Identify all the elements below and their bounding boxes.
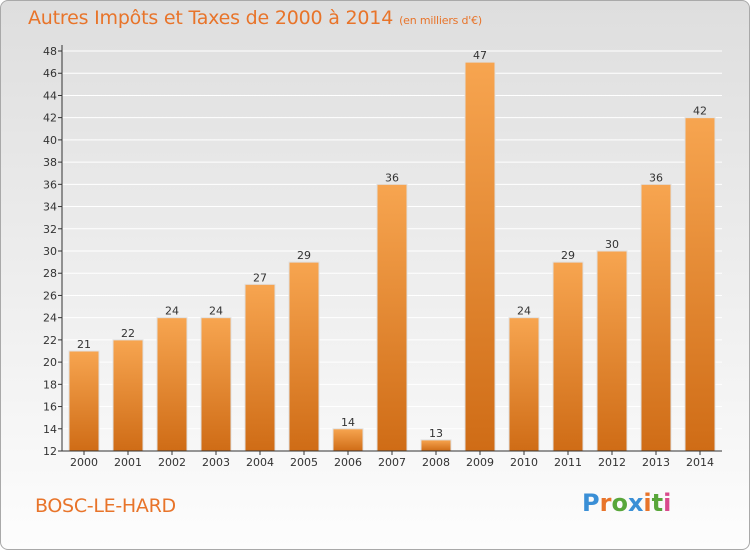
bar-2010 bbox=[508, 317, 540, 452]
labels: 12 14 16 18 20 22 24 26 28 30 32 34 36 38 40 42 44 46 48 20… bbox=[43, 45, 714, 469]
bars bbox=[68, 61, 716, 452]
logo-letter: P bbox=[582, 489, 600, 517]
chart-title: Autres Impôts et Taxes de 2000 à 2014 (en… bbox=[28, 7, 482, 29]
x-tick-label: 2013 bbox=[642, 456, 670, 469]
x-tick-label: 2007 bbox=[378, 456, 406, 469]
data-label: 24 bbox=[517, 305, 531, 318]
y-tick-label: 48 bbox=[43, 45, 57, 58]
proxiti-logo[interactable]: Proxiti bbox=[582, 489, 671, 517]
y-tick-label: 12 bbox=[43, 445, 57, 458]
bar-2014 bbox=[684, 117, 716, 452]
x-tick-label: 2008 bbox=[422, 456, 450, 469]
x-tick-label: 2009 bbox=[466, 456, 494, 469]
bar-2009 bbox=[464, 61, 496, 452]
x-tick-label: 2005 bbox=[290, 456, 318, 469]
y-tick-label: 32 bbox=[43, 223, 57, 236]
x-tick-label: 2014 bbox=[686, 456, 714, 469]
logo-letter: o bbox=[611, 489, 628, 517]
data-label: 30 bbox=[605, 238, 619, 251]
y-tick-label: 34 bbox=[43, 201, 57, 214]
y-tick-label: 18 bbox=[43, 378, 57, 391]
x-tick-label: 2000 bbox=[70, 456, 98, 469]
bar-2001 bbox=[112, 339, 144, 452]
logo-letter: i bbox=[643, 489, 652, 517]
y-tick-label: 26 bbox=[43, 289, 57, 302]
y-tick-label: 22 bbox=[43, 334, 57, 347]
y-tick-label: 24 bbox=[43, 312, 57, 325]
y-tick-label: 46 bbox=[43, 67, 57, 80]
bar-2013 bbox=[640, 183, 672, 452]
x-tick-label: 2002 bbox=[158, 456, 186, 469]
x-tick-label: 2001 bbox=[114, 456, 142, 469]
y-tick-label: 16 bbox=[43, 401, 57, 414]
data-label: 29 bbox=[561, 249, 575, 262]
data-label: 13 bbox=[429, 427, 443, 440]
data-label: 29 bbox=[297, 249, 311, 262]
y-tick-label: 40 bbox=[43, 134, 57, 147]
bar-2007 bbox=[376, 183, 408, 452]
bar-2003 bbox=[200, 317, 232, 452]
logo-letter: i bbox=[663, 489, 672, 517]
x-tick-label: 2012 bbox=[598, 456, 626, 469]
bar-2006 bbox=[332, 428, 364, 452]
bar-2008 bbox=[420, 439, 452, 452]
data-label: 36 bbox=[385, 171, 399, 184]
x-tick-label: 2006 bbox=[334, 456, 362, 469]
bar-2002 bbox=[156, 317, 188, 452]
data-label: 36 bbox=[649, 171, 663, 184]
data-label: 24 bbox=[209, 305, 223, 318]
bar-2012 bbox=[596, 250, 628, 452]
x-tick-label: 2011 bbox=[554, 456, 582, 469]
y-tick-label: 44 bbox=[43, 89, 57, 102]
y-tick-label: 14 bbox=[43, 423, 57, 436]
data-label: 47 bbox=[473, 49, 487, 62]
data-label: 24 bbox=[165, 305, 179, 318]
logo-letter: t bbox=[651, 489, 664, 517]
logo-letter: r bbox=[599, 489, 612, 517]
data-label: 27 bbox=[253, 271, 267, 284]
x-tick-label: 2010 bbox=[510, 456, 538, 469]
data-label: 22 bbox=[121, 327, 135, 340]
chart-unit: (en milliers d'€) bbox=[399, 14, 482, 27]
x-tick-label: 2004 bbox=[246, 456, 274, 469]
bar-2000 bbox=[68, 350, 100, 452]
x-tick-label: 2003 bbox=[202, 456, 230, 469]
data-label: 42 bbox=[693, 105, 707, 118]
logo-letter: x bbox=[627, 489, 644, 517]
bar-2004 bbox=[244, 283, 276, 452]
bar-2005 bbox=[288, 261, 320, 452]
place-name: BOSC-LE-HARD bbox=[35, 495, 176, 517]
y-tick-label: 28 bbox=[43, 267, 57, 280]
bar-2011 bbox=[552, 261, 584, 452]
y-tick-label: 38 bbox=[43, 156, 57, 169]
data-label: 14 bbox=[341, 416, 355, 429]
y-tick-label: 20 bbox=[43, 356, 57, 369]
y-tick-label: 30 bbox=[43, 245, 57, 258]
y-tick-label: 42 bbox=[43, 112, 57, 125]
y-tick-label: 36 bbox=[43, 178, 57, 191]
data-label: 21 bbox=[77, 338, 91, 351]
axes bbox=[58, 45, 722, 455]
